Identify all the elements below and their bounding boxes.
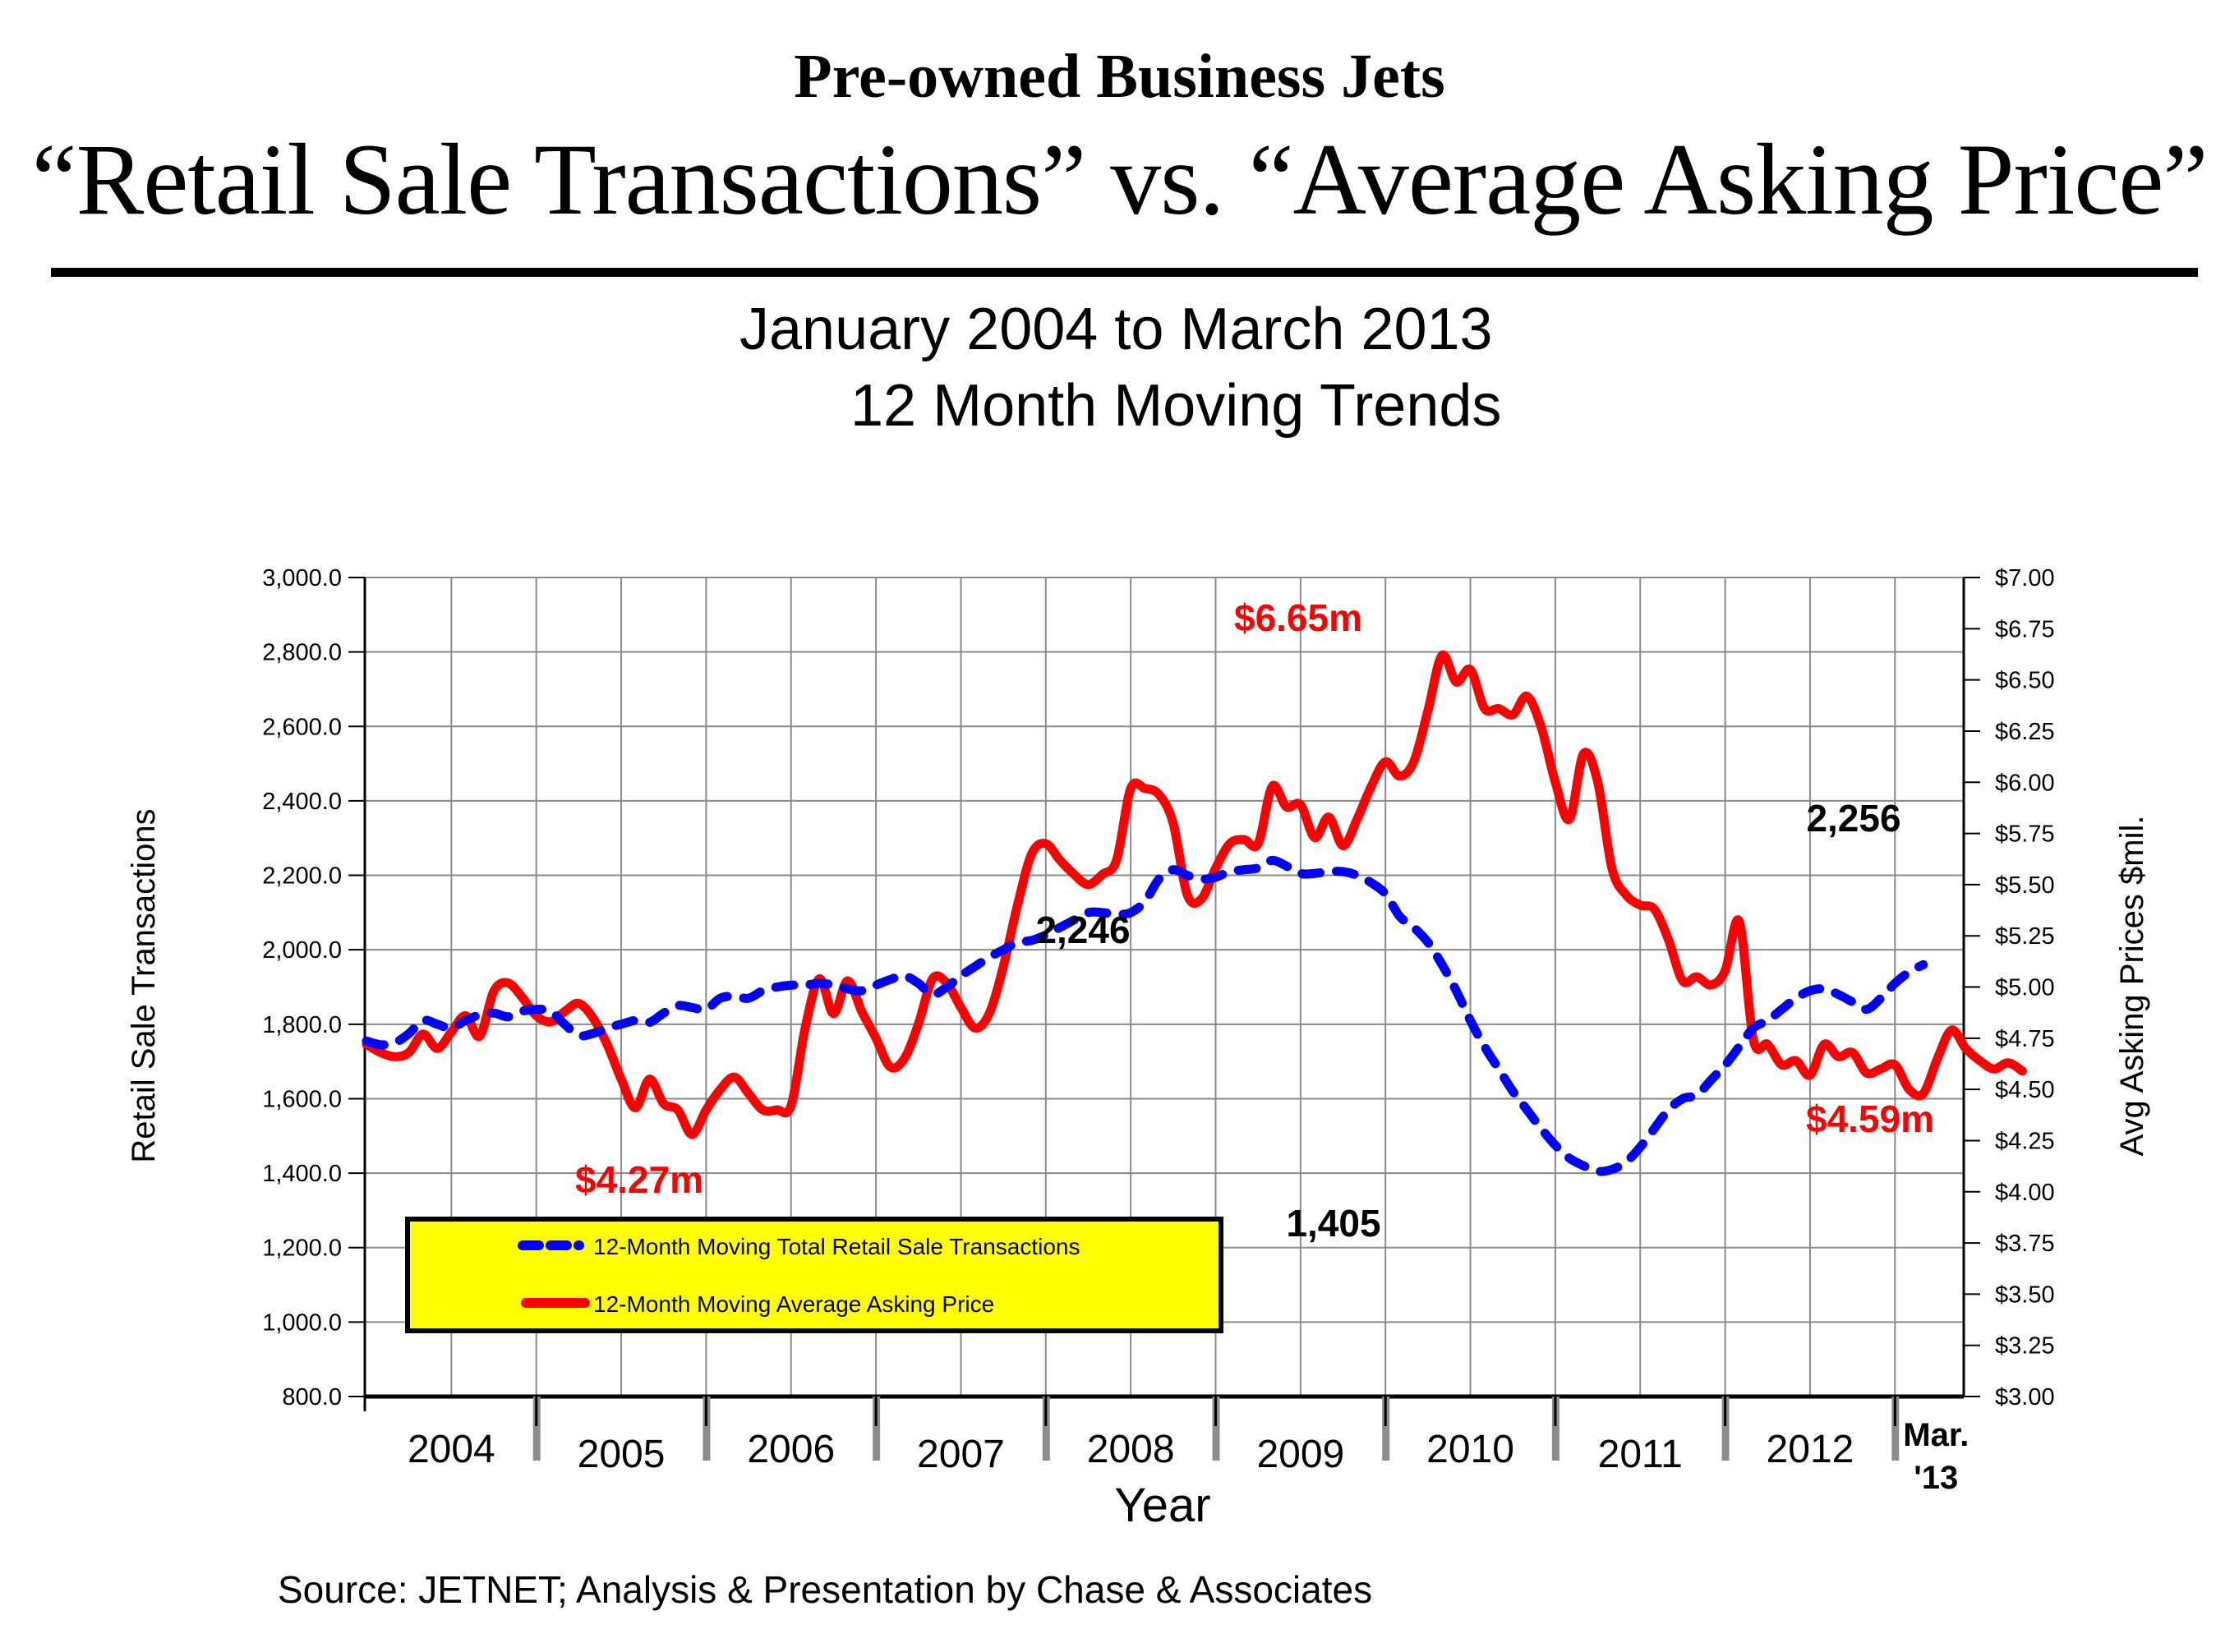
- x-tick-label-end-year: '13: [1914, 1460, 1958, 1496]
- x-tick-label: 2009: [1256, 1433, 1344, 1476]
- y-axis-label: Retail Sale Transactions: [126, 808, 162, 1162]
- x-axis-label: Year: [1114, 1479, 1210, 1532]
- y2-tick-label: $4.25: [1995, 1128, 2055, 1154]
- x-tick-label: 2004: [408, 1428, 495, 1471]
- data-label: 2,256: [1806, 797, 1900, 840]
- y2-tick-label: $5.50: [1995, 872, 2055, 899]
- x-tick-label: 2008: [1087, 1428, 1175, 1471]
- series-line-transactions: [362, 855, 1928, 1176]
- annotations-layer: 2,246 1,405 2,256 $4.27m $6.65m $4.59m: [575, 596, 1934, 1245]
- y2-tick-label: $6.50: [1995, 668, 2055, 694]
- data-label: $6.65m: [1234, 596, 1362, 639]
- y2-tick-label: $5.75: [1995, 821, 2055, 848]
- legend-label-transactions: 12-Month Moving Total Retail Sale Transa…: [593, 1234, 1080, 1259]
- y-tick-label: 1,600.0: [262, 1086, 342, 1112]
- year-tick-bar: [1212, 1397, 1220, 1461]
- legend-label-price: 12-Month Moving Average Asking Price: [593, 1291, 994, 1317]
- series-line-asking-price: [362, 650, 2027, 1139]
- y-tick-label: 2,600.0: [262, 714, 342, 740]
- x-tick-label: 2005: [578, 1433, 666, 1476]
- y2-tick-label: $7.00: [1995, 565, 2055, 591]
- y2-tick-label: $3.75: [1995, 1231, 2055, 1257]
- y-tick-label: 3,000.0: [262, 565, 342, 591]
- y-tick-label: 1,000.0: [262, 1309, 342, 1336]
- y2-tick-label: $3.00: [1995, 1384, 2055, 1410]
- title-divider: [51, 268, 2198, 277]
- year-tick-bar: [1721, 1397, 1730, 1461]
- data-label: 1,405: [1286, 1202, 1380, 1245]
- y2-tick-label: $3.25: [1995, 1333, 2055, 1360]
- x-tick-label-end-month: Mar.: [1903, 1417, 1969, 1453]
- y2-tick-label: $4.75: [1995, 1026, 2055, 1052]
- x-tick-label: 2011: [1598, 1433, 1683, 1476]
- y-tick-label: 2,800.0: [262, 640, 342, 666]
- y2-axis-label: Avg Asking Prices $mil.: [2114, 816, 2150, 1157]
- y2-tick-label: $5.00: [1995, 975, 2055, 1001]
- x-tick-label: 2007: [917, 1433, 1005, 1476]
- y2-tick-label: $4.50: [1995, 1077, 2055, 1103]
- x-tick-label: 2006: [747, 1428, 835, 1471]
- data-label: $4.27m: [575, 1158, 703, 1201]
- y2-tick-label: $6.00: [1995, 770, 2055, 796]
- axes: 3,000.0 2,800.0 2,600.0 2,400.0 2,200.0 2,000…: [262, 565, 2054, 1496]
- y-tick-label: 2,000.0: [262, 937, 342, 964]
- data-label: 2,246: [1035, 909, 1130, 951]
- year-tick-bar: [1891, 1397, 1900, 1461]
- year-tick-bar: [532, 1397, 541, 1461]
- x-tick-label: 2010: [1426, 1428, 1514, 1471]
- chart-subtitle-date-range: January 2004 to March 2013: [739, 297, 1493, 362]
- legend: 12-Month Moving Total Retail Sale Transa…: [405, 1217, 1223, 1333]
- year-tick-bar: [703, 1397, 711, 1461]
- year-tick-bar: [873, 1397, 881, 1461]
- x-tick-label: 2012: [1767, 1428, 1854, 1471]
- chart-supertitle: Pre-owned Business Jets: [794, 42, 1445, 111]
- chart-subtitle-trend: 12 Month Moving Trends: [850, 373, 1502, 439]
- y-tick-label: 1,200.0: [262, 1236, 342, 1262]
- series-layer: [362, 650, 2027, 1176]
- source-note: Source: JETNET; Analysis & Presentation …: [278, 1568, 1373, 1611]
- y-tick-label: 2,200.0: [262, 863, 342, 890]
- data-label: $4.59m: [1806, 1097, 1934, 1140]
- y2-tick-label: $6.25: [1995, 719, 2055, 745]
- chart-title: “Retail Sale Transactions” vs. “Average …: [31, 123, 2209, 236]
- year-tick-bar: [1551, 1397, 1559, 1461]
- year-tick-bar: [1382, 1397, 1390, 1461]
- legend-box: [405, 1217, 1223, 1333]
- y-tick-label: 1,400.0: [262, 1161, 342, 1187]
- year-tick-bar: [1042, 1397, 1050, 1461]
- y-tick-label: 2,400.0: [262, 789, 342, 815]
- y2-tick-label: $6.75: [1995, 616, 2055, 642]
- y-tick-label: 800.0: [282, 1384, 342, 1410]
- y2-tick-label: $4.00: [1995, 1180, 2055, 1206]
- y-tick-label: 1,800.0: [262, 1012, 342, 1038]
- y2-tick-label: $5.25: [1995, 923, 2055, 950]
- y2-tick-label: $3.50: [1995, 1282, 2055, 1308]
